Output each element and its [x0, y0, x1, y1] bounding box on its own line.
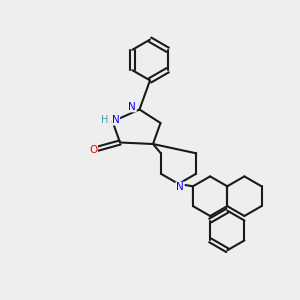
Text: H: H	[100, 115, 108, 125]
Text: N: N	[128, 101, 136, 112]
Text: N: N	[176, 182, 184, 193]
Text: N: N	[112, 115, 120, 125]
Text: O: O	[89, 145, 97, 155]
